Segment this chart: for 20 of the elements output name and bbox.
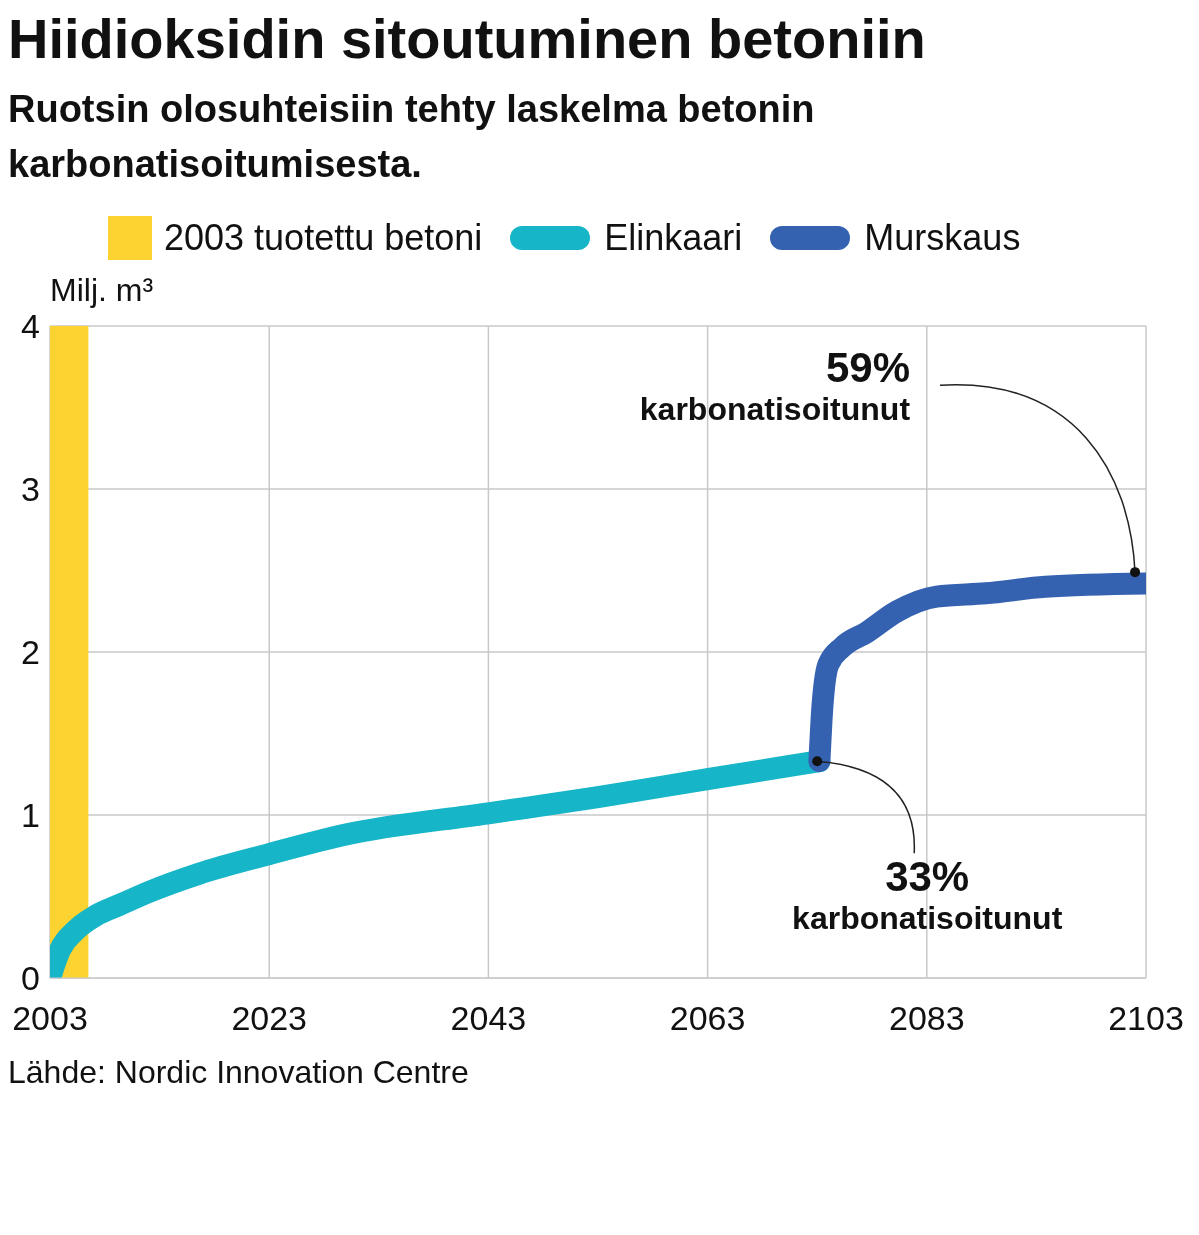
y-tick-label: 4: [21, 306, 40, 345]
x-tick-label: 2003: [12, 998, 88, 1037]
x-tick-label: 2083: [888, 998, 965, 1037]
x-tick-label: 2043: [450, 998, 527, 1037]
x-tick-label: 2023: [231, 998, 308, 1037]
x-tick-label: 2103: [1108, 998, 1184, 1037]
y-tick-label: 2: [21, 632, 40, 671]
x-tick-label: 2063: [669, 998, 746, 1037]
chart-title: Hiidioksidin sitoutuminen betoniin: [8, 7, 927, 70]
chart-subtitle: Ruotsin olosuhteisiin tehty laskelma betonin karbonatisoitumisesta.: [8, 86, 816, 187]
y-tick-label: 0: [21, 958, 40, 997]
annotation: 59% karbonatisoitunut: [639, 343, 911, 427]
legend-label: Elinkaari: [604, 216, 743, 259]
legend-label: Murskaus: [864, 216, 1021, 259]
text: Lähde: Nordic Innovation Centre: [8, 1053, 470, 1091]
y-axis-title: Milj. m³: [50, 271, 155, 308]
legend-label: 2003 tuotettu betoni: [164, 216, 483, 259]
y-tick-label: 3: [21, 469, 40, 508]
annotation: 33% karbonatisoitunut: [792, 852, 1063, 936]
y-tick-label: 1: [21, 795, 40, 834]
